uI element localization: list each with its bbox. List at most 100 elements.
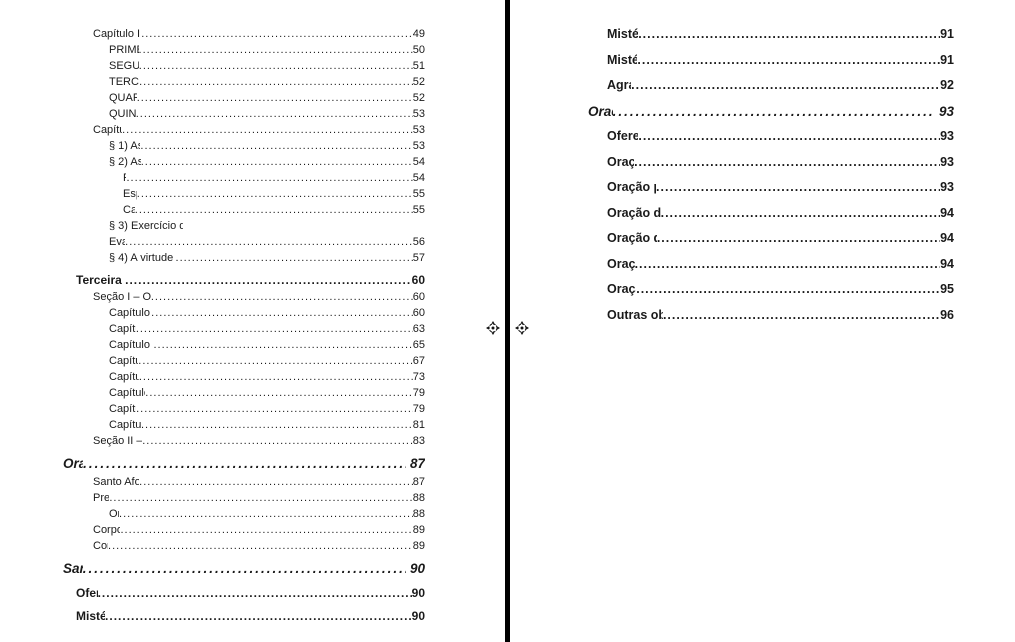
toc-entry-title: Esperança <box>123 188 137 200</box>
toc-entry[interactable]: Oferecimento do dia.....................… <box>588 129 954 155</box>
toc-dot-leader: ........................................… <box>151 307 413 319</box>
toc-dot-leader: ........................................… <box>656 180 941 194</box>
toc-entry[interactable]: Oração para Comunhão espiritual.........… <box>588 180 954 206</box>
toc-entry[interactable]: Oração a São José.......................… <box>588 282 954 308</box>
toc-entry[interactable]: QUARTO PRECEITO.........................… <box>63 92 425 108</box>
toc-page-number: 52 <box>412 92 425 104</box>
toc-entry[interactable]: Seção I – Os Sacramentos ou meios operat… <box>63 291 425 307</box>
toc-entry[interactable]: QUINTO PRECEITO.........................… <box>63 108 425 124</box>
toc-entry[interactable]: Capítulo III – Crisma ou Confirmação....… <box>63 339 425 355</box>
toc-entry-title: SEGUNDO PRECEITO <box>109 60 139 72</box>
toc-entry[interactable]: Oferecimento............................… <box>63 586 425 604</box>
toc-entry[interactable]: Terceira Parte: Os meios da graça.......… <box>63 273 425 291</box>
toc-dot-leader: ........................................… <box>120 524 413 536</box>
toc-entry[interactable]: § 1) As virtudes em geral...............… <box>63 140 425 156</box>
toc-page-number: 94 <box>940 256 954 271</box>
toc-entry[interactable]: Santo Rosário...........................… <box>63 561 425 581</box>
toc-entry-title: Mistérios Dolorosos <box>607 27 639 41</box>
toc-entry-title: Santo Afonso sobre a oração mental <box>93 476 140 488</box>
toc-dot-leader: ........................................… <box>656 231 941 245</box>
toc-entry-title: Capítulo III – Virtudes <box>93 124 122 136</box>
toc-page-number: 53 <box>412 124 425 136</box>
toc-page-number: 63 <box>412 323 425 335</box>
toc-entry-title: Capítulo I – Sacramentos em geral <box>109 307 151 319</box>
toc-entry[interactable]: § 3) Exercício dos atos de Fé, Esperança… <box>63 220 425 236</box>
toc-entry[interactable]: Capítulo II – Preceitos gerais da Igreja… <box>63 28 425 44</box>
toc-page-number: 52 <box>412 76 425 88</box>
toc-entry[interactable]: Orações da Noite........................… <box>588 155 954 181</box>
toc-entry-title: Oferecimento <box>76 586 98 600</box>
toc-dot-leader: ........................................… <box>662 307 941 322</box>
toc-entry[interactable]: Capítulo VII – Matrimônio...............… <box>63 419 425 435</box>
toc-entry[interactable]: Seção II – Oração ou meio impetratório..… <box>63 435 425 451</box>
toc-page-number: 88 <box>412 508 425 520</box>
toc-entry[interactable]: Oração de São Francisco de Assis........… <box>588 231 954 257</box>
toc-entry[interactable]: Esperança...............................… <box>63 188 425 204</box>
toc-left: Capítulo II – Preceitos gerais da Igreja… <box>63 28 425 627</box>
toc-page-number: 53 <box>412 108 425 120</box>
toc-entry[interactable]: Caridade................................… <box>63 204 425 220</box>
toc-dot-leader: ........................................… <box>122 124 413 136</box>
toc-entry[interactable]: Outras obras publicadas por zelanti.net.… <box>588 308 954 334</box>
toc-entry[interactable]: Evangélicos.............................… <box>63 236 425 252</box>
toc-dot-leader: ........................................… <box>141 28 413 40</box>
toc-page-number: 60 <box>411 273 425 287</box>
toc-page-number: 96 <box>940 307 954 322</box>
toc-entry-title: Caridade <box>123 204 135 216</box>
toc-dot-leader: ........................................… <box>138 355 412 367</box>
toc-dot-leader: ........................................… <box>139 476 413 488</box>
toc-entry[interactable]: Capítulo III – Virtudes.................… <box>63 124 425 140</box>
toc-dot-leader: ........................................… <box>638 129 940 143</box>
toc-page-number: 79 <box>412 403 425 415</box>
toc-page-number: 73 <box>412 371 425 383</box>
toc-entry[interactable]: Oração de Santa Gertrudes, a Grande.....… <box>588 206 954 232</box>
toc-entry[interactable]: Mistérios Gloriosos.....................… <box>588 53 954 79</box>
toc-dot-leader: ........................................… <box>134 204 413 216</box>
toc-entry-title: Capítulo VI – Extrema-Unção <box>109 387 145 399</box>
toc-entry[interactable]: Conclusão...............................… <box>63 540 425 556</box>
toc-entry[interactable]: PRIMEIRO PRECEITO.......................… <box>63 44 425 60</box>
toc-dot-leader: ........................................… <box>140 419 413 431</box>
toc-entry[interactable]: SEGUNDO PRECEITO........................… <box>63 60 425 76</box>
toc-entry[interactable]: Capítulo IV - Eucaristia................… <box>63 355 425 371</box>
toc-page-number: 91 <box>940 27 954 41</box>
toc-entry[interactable]: Agradecimento...........................… <box>588 78 954 104</box>
toc-entry[interactable]: Mistérios Dolorosos.....................… <box>588 27 954 53</box>
toc-dot-leader: ........................................… <box>136 188 413 200</box>
toc-entry-title: Orações da Noite <box>607 154 635 169</box>
toc-entry-title: Seção II – Oração ou meio impetratório <box>93 435 143 447</box>
toc-dot-leader: ........................................… <box>136 403 413 415</box>
toc-entry[interactable]: Oração Mental...........................… <box>63 456 425 476</box>
toc-entry[interactable]: Capítulo V – Penitência.................… <box>63 371 425 387</box>
toc-page-number: 90 <box>411 586 425 600</box>
toc-entry[interactable]: Preparação..............................… <box>63 492 425 508</box>
toc-entry-title: Capítulo VII – Ordem <box>109 403 136 415</box>
toc-entry[interactable]: § 2) As virtudes teologais..............… <box>63 156 425 172</box>
toc-entry-title: Oração <box>109 508 119 520</box>
toc-dot-leader: ........................................… <box>145 387 413 399</box>
toc-entry[interactable]: Orações Diversas........................… <box>588 104 954 130</box>
toc-entry[interactable]: Fé......................................… <box>63 172 425 188</box>
toc-page-number: 57 <box>412 252 425 264</box>
toc-entry[interactable]: TERCEIRO PRECEITO.......................… <box>63 76 425 92</box>
toc-dot-leader: ........................................… <box>140 140 413 152</box>
toc-entry[interactable]: Oração..................................… <box>63 508 425 524</box>
toc-page-number: 55 <box>412 204 425 216</box>
toc-entry[interactable]: Capítulo VI – Extrema-Unção.............… <box>63 387 425 403</box>
toc-page-number: 87 <box>412 476 425 488</box>
toc-entry[interactable]: Capítulo VII – Ordem....................… <box>63 403 425 419</box>
toc-entry[interactable]: Santo Afonso sobre a oração mental......… <box>63 476 425 492</box>
toc-entry[interactable]: Capítulo II – Batismo...................… <box>63 323 425 339</box>
toc-entry[interactable]: § 4) A virtude moral e o vício – Bem-Ave… <box>63 252 425 268</box>
toc-entry-title: Mistérios Gloriosos <box>607 52 638 67</box>
toc-entry-title: Orações Diversas <box>588 103 613 119</box>
toc-entry[interactable]: Oração de Fátima........................… <box>588 257 954 283</box>
toc-dot-leader: ........................................… <box>140 156 413 168</box>
toc-dot-leader: ........................................… <box>634 154 940 169</box>
toc-entry[interactable]: Mistérios Gozosos.......................… <box>63 609 425 627</box>
toc-entry[interactable]: Corpo da meditação......................… <box>63 524 425 540</box>
toc-entry-title: Fé <box>123 172 127 184</box>
toc-entry[interactable]: Capítulo I – Sacramentos em geral.......… <box>63 307 425 323</box>
toc-entry-title: Oração a São José <box>607 282 636 296</box>
